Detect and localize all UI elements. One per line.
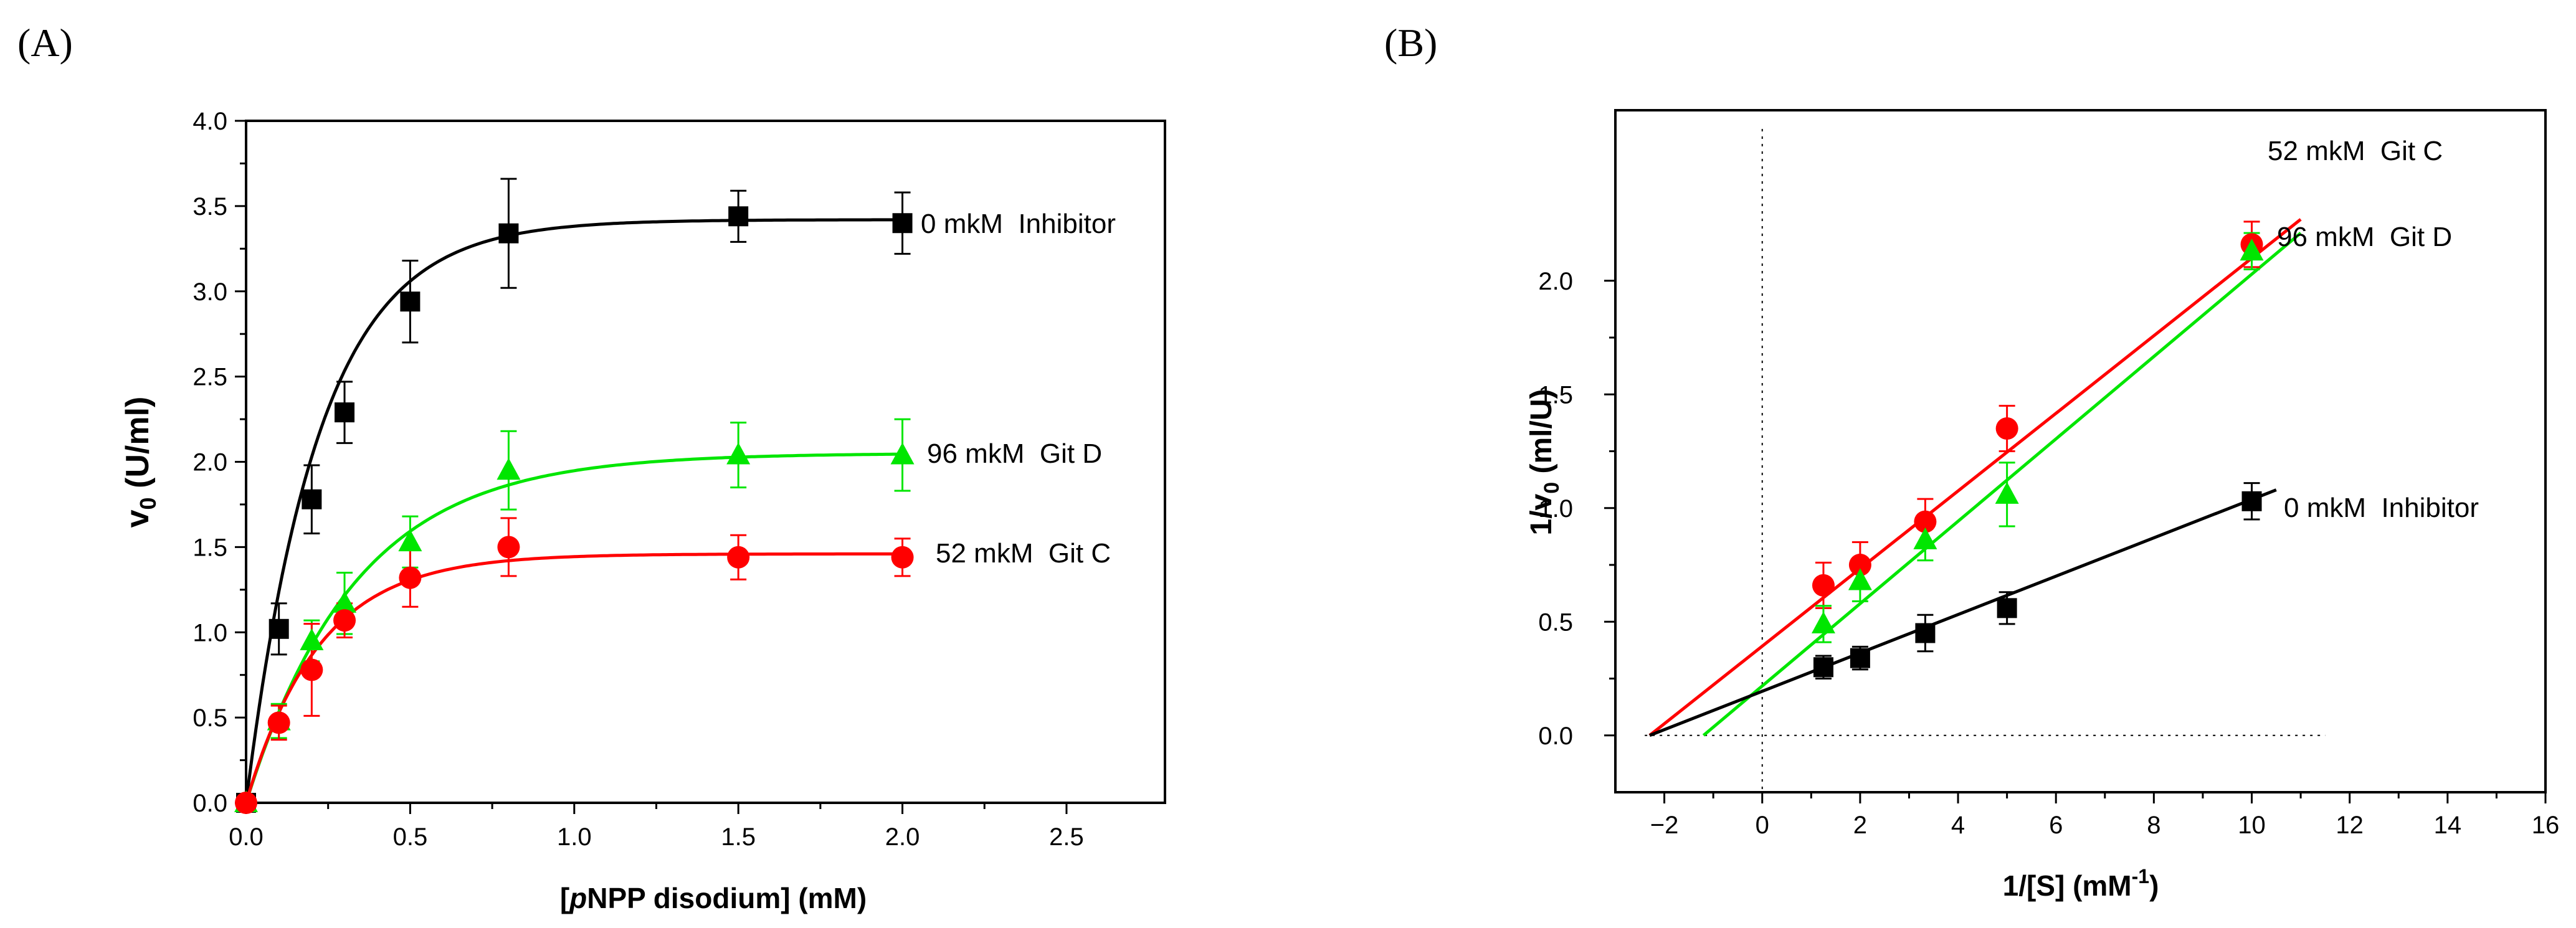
panel-a-point-0-mkm-inhibitor: [728, 206, 749, 227]
panel-b-x-tick-label: 14: [2434, 812, 2462, 839]
panel-a-x-tick-label: 1.5: [721, 823, 756, 851]
panel-b-plot-frame: [1614, 109, 2547, 793]
panel-a-y-tick-label: 2.5: [192, 364, 227, 391]
panel-b-legend-git-c: 52 mkM Git C: [2268, 136, 2443, 166]
panel-a-y-tick-label: 3.0: [192, 278, 227, 306]
panel-b-x-tick-label: 16: [2532, 812, 2560, 839]
panel-b-point-96-mkm-git-d: [1848, 568, 1872, 590]
panel-b-y-tick-label: 2.0: [1538, 268, 1573, 295]
panel-a-x-axis-title: [pNPP disodium] (mM): [560, 882, 867, 914]
panel-b-point-96-mkm-git-d: [2240, 239, 2264, 261]
panel-a-label: (A): [17, 21, 73, 65]
panel-b-y-tick-label: 0.0: [1538, 722, 1573, 750]
panel-a-y-tick-label: 1.5: [192, 534, 227, 561]
panel-a-point-96-mkm-git-d: [300, 628, 324, 650]
panel-a-point-0-mkm-inhibitor: [498, 223, 519, 244]
panel-b-point-96-mkm-git-d: [1811, 611, 1835, 633]
panel-a-point-96-mkm-git-d: [333, 590, 357, 613]
panel-b-point-0-mkm-inhibitor: [1850, 648, 1870, 668]
panel-b-point-52-mkm-git-c: [1848, 554, 1871, 576]
panel-b-point-52-mkm-git-c: [1812, 574, 1835, 597]
panel-a-x-tick-label: 0.0: [229, 823, 264, 851]
panel-b-point-0-mkm-inhibitor: [1915, 623, 1936, 643]
panel-b-y-axis-title: 1/v0 (ml/U): [1525, 389, 1564, 536]
panel-a-legend-git-c: 52 mkM Git C: [936, 538, 1111, 569]
panel-a-x-tick-label: 2.5: [1049, 823, 1084, 851]
panel-a-point-0-mkm-inhibitor: [892, 213, 913, 234]
panel-a-fit-52-mkm-git-c: [244, 552, 903, 803]
panel-a-y-tick-label: 0.0: [192, 790, 227, 817]
panel-a-fit-curves: [244, 218, 903, 803]
panel-a-point-0-mkm-inhibitor: [269, 618, 289, 639]
panel-b-fit-lines: [1648, 218, 2302, 737]
panel-b-x-tick-label: 0: [1756, 812, 1769, 839]
panel-a: (A) 0.0 0.5 1.0 1.5 2.0 2.5 0.0 0.5 1.0 1.5 2.0 2.5…: [17, 21, 1166, 914]
panel-b-legend-inhibitor: 0 mkM Inhibitor: [2284, 493, 2479, 523]
panel-b-x-tick-label: 2: [1853, 812, 1867, 839]
panel-a-data-points: [234, 206, 915, 814]
panel-b-x-tick-label: 4: [1951, 812, 1965, 839]
panel-b-legend-git-d: 96 mkM Git D: [2277, 222, 2452, 252]
panel-b-fit-96-mkm-git-d: [1702, 232, 2302, 737]
panel-a-point-52-mkm-git-c: [497, 536, 520, 559]
panel-b-x-tick-label: −2: [1650, 812, 1679, 839]
panel-a-x-tick-label: 2.0: [885, 823, 920, 851]
panel-a-point-52-mkm-git-c: [267, 711, 290, 734]
panel-a-point-52-mkm-git-c: [333, 609, 356, 632]
panel-a-ticks: 0.0 0.5 1.0 1.5 2.0 2.5 0.0 0.5 1.0 1.5 2.0 2.5 3.0 3…: [192, 108, 1083, 851]
panel-a-point-0-mkm-inhibitor: [302, 489, 322, 509]
panel-a-point-96-mkm-git-d: [726, 442, 751, 465]
panel-b-x-axis-title: 1/[S] (mM-1): [2003, 865, 2159, 902]
panel-a-point-0-mkm-inhibitor: [400, 291, 421, 312]
panel-b-point-96-mkm-git-d: [1995, 481, 2019, 504]
panel-a-point-96-mkm-git-d: [497, 458, 521, 480]
panel-b-x-tick-label: 12: [2336, 812, 2364, 839]
panel-b-point-52-mkm-git-c: [1914, 510, 1937, 533]
panel-a-y-tick-label: 2.0: [192, 449, 227, 476]
panel-a-legend-inhibitor: 0 mkM Inhibitor: [921, 209, 1116, 239]
panel-a-point-96-mkm-git-d: [890, 442, 915, 465]
panel-b-data-points: [1811, 233, 2264, 678]
panel-a-fit-96-mkm-git-d: [244, 452, 903, 803]
panel-a-x-tick-label: 1.0: [557, 823, 592, 851]
panel-a-y-tick-label: 1.0: [192, 619, 227, 646]
panel-a-fit-0-mkm-inhibitor: [244, 218, 903, 803]
panel-a-point-52-mkm-git-c: [399, 566, 422, 589]
panel-a-legend-git-d: 96 mkM Git D: [927, 438, 1102, 469]
panel-b-y-tick-label: 0.5: [1538, 608, 1573, 636]
panel-a-y-tick-label: 3.5: [192, 193, 227, 220]
panel-a-point-0-mkm-inhibitor: [335, 402, 355, 423]
panel-b-y-tick-label: 1.5: [1538, 381, 1573, 409]
panel-a-y-tick-label: 0.5: [192, 704, 227, 732]
panel-b-point-0-mkm-inhibitor: [1813, 657, 1833, 678]
panel-a-error-bars: [270, 178, 911, 741]
panel-b-error-bars: [1815, 220, 2260, 679]
panel-b-label: (B): [1384, 21, 1437, 65]
panel-b: (B) −2 0 2 4 6 8 10 12 14 16 0.0 0.5 1.0 1.5 2.0 1/[S]…: [1384, 21, 2559, 902]
panel-a-point-52-mkm-git-c: [891, 546, 914, 569]
panel-a-point-52-mkm-git-c: [235, 792, 257, 814]
panel-b-ticks: −2 0 2 4 6 8 10 12 14 16 0.0 0.5 1.0 1.5 2.0: [1538, 129, 2559, 839]
panel-a-point-52-mkm-git-c: [727, 546, 750, 569]
panel-b-point-0-mkm-inhibitor: [2241, 491, 2262, 511]
panel-b-x-tick-label: 8: [2147, 812, 2160, 839]
panel-a-point-96-mkm-git-d: [398, 529, 422, 552]
panel-a-y-tick-label: 4.0: [192, 108, 227, 135]
panel-a-x-tick-label: 0.5: [393, 823, 428, 851]
panel-b-point-52-mkm-git-c: [1995, 417, 2018, 440]
panel-b-fit-52-mkm-git-c: [1648, 218, 2302, 737]
panel-b-y-tick-label: 1.0: [1538, 495, 1573, 523]
panel-b-fit-0-mkm-inhibitor: [1649, 488, 2277, 737]
panel-b-point-96-mkm-git-d: [1913, 527, 1937, 549]
panel-b-x-tick-label: 6: [2049, 812, 2063, 839]
panel-a-y-axis-title: v0 (U/ml): [120, 397, 161, 528]
panel-a-point-52-mkm-git-c: [300, 658, 323, 681]
panel-b-point-0-mkm-inhibitor: [1997, 598, 2017, 618]
panel-b-x-tick-label: 10: [2238, 812, 2266, 839]
